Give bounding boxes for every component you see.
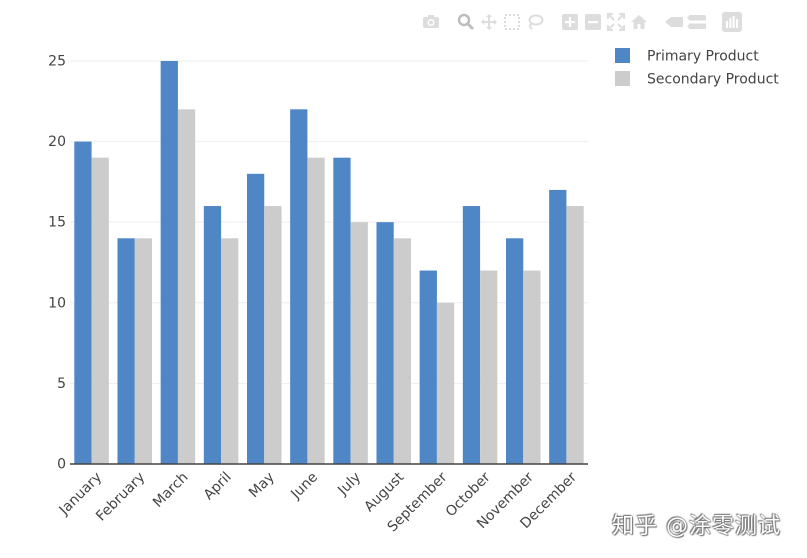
legend-label-primary[interactable]: Primary Product (647, 49, 759, 65)
bar-primary-june[interactable] (290, 109, 308, 464)
bar-secondary-january[interactable] (91, 157, 109, 464)
modebar (420, 10, 744, 34)
legend-swatch-secondary[interactable] (615, 71, 630, 86)
box-select-icon[interactable] (501, 11, 523, 33)
y-tick-labels: 0 5 10 15 20 25 (48, 53, 66, 472)
x-tick-label: March (150, 469, 191, 510)
legend-label-secondary[interactable]: Secondary Product (647, 72, 779, 88)
bar-secondary-february[interactable] (134, 238, 153, 464)
grid-lines (70, 60, 588, 384)
bar-secondary-may[interactable] (264, 206, 282, 465)
zoom-in-icon[interactable] (559, 11, 581, 33)
y-tick-label: 15 (48, 215, 66, 231)
plotly-logo-icon[interactable] (721, 11, 743, 33)
reset-axes-icon[interactable] (628, 11, 650, 33)
bar-primary-april[interactable] (203, 206, 222, 465)
bar-primary-august[interactable] (376, 222, 394, 464)
bar-primary-may[interactable] (246, 173, 265, 464)
pan-icon[interactable] (478, 11, 500, 33)
bar-secondary-july[interactable] (350, 222, 368, 464)
zoom-out-icon[interactable] (582, 11, 604, 33)
x-tick-label: June (287, 469, 321, 503)
y-tick-label: 25 (48, 53, 66, 69)
legend-swatch-primary[interactable] (615, 48, 630, 63)
watermark-text: 知乎 @涂零测试 (612, 514, 781, 539)
bar-primary-march[interactable] (160, 60, 178, 465)
y-tick-label: 0 (57, 457, 66, 473)
autoscale-icon[interactable] (605, 11, 627, 33)
spike-lines-icon[interactable] (663, 11, 685, 33)
zoom-icon[interactable] (455, 11, 477, 33)
camera-icon[interactable] (420, 11, 442, 33)
bar-primary-february[interactable] (117, 238, 135, 464)
bar-primary-january[interactable] (74, 141, 92, 464)
x-tick-label: May (246, 469, 278, 501)
bar-primary-october[interactable] (462, 206, 481, 465)
bar-secondary-october[interactable] (480, 270, 498, 464)
bar-secondary-april[interactable] (221, 238, 239, 464)
bar-secondary-june[interactable] (307, 157, 325, 464)
bar-primary-september[interactable] (419, 270, 437, 464)
bar-secondary-august[interactable] (393, 238, 412, 464)
lasso-icon[interactable] (524, 11, 546, 33)
bar-secondary-september[interactable] (436, 302, 455, 464)
y-tick-label: 10 (48, 295, 66, 311)
y-tick-label: 5 (57, 376, 66, 392)
legend[interactable]: Primary Product Secondary Product (615, 48, 779, 88)
compare-hover-icon[interactable] (686, 11, 708, 33)
bar-secondary-march[interactable] (177, 109, 196, 464)
bar-secondary-november[interactable] (523, 270, 541, 464)
bar-primary-november[interactable] (505, 238, 524, 464)
x-tick-label: April (201, 469, 235, 503)
x-tick-label: July (334, 469, 364, 499)
bar-primary-december[interactable] (549, 189, 567, 464)
bar-primary-july[interactable] (333, 157, 351, 464)
bar-secondary-december[interactable] (566, 206, 584, 465)
bars (74, 60, 584, 465)
y-tick-label: 20 (48, 134, 66, 150)
